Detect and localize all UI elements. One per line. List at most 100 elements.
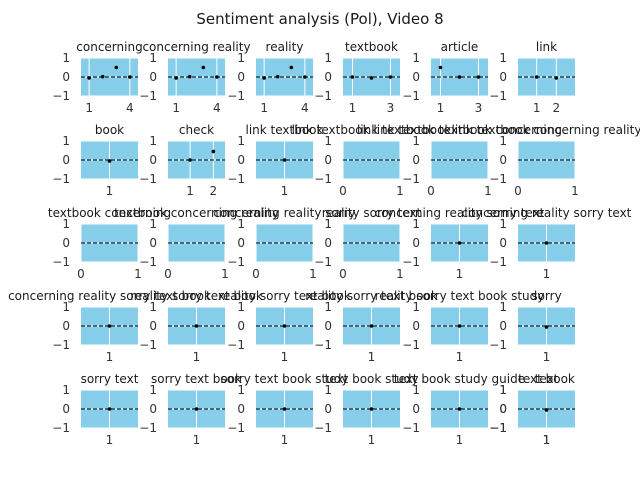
figure-title: Sentiment analysis (Pol), Video 8 bbox=[196, 10, 443, 28]
y-tick-label: 1 bbox=[499, 134, 507, 148]
y-tick-label: −1 bbox=[139, 255, 157, 269]
data-point bbox=[194, 407, 199, 411]
x-tick-label: 1 bbox=[106, 350, 114, 364]
panel-title: concerning reality sorry text bbox=[462, 206, 632, 220]
y-tick-label: 1 bbox=[412, 300, 420, 314]
panel-title: reality bbox=[266, 40, 304, 54]
y-tick-label: 0 bbox=[237, 153, 245, 167]
data-point bbox=[457, 407, 462, 411]
data-point bbox=[457, 324, 462, 328]
panel-title: link bbox=[536, 40, 557, 54]
y-tick-label: −1 bbox=[139, 172, 157, 186]
data-point bbox=[544, 408, 549, 412]
panel-title: reality sorry text book bbox=[218, 289, 351, 303]
y-tick-label: 0 bbox=[149, 70, 157, 84]
x-tick-label: 1 bbox=[543, 350, 551, 364]
x-tick-label: 1 bbox=[172, 101, 180, 115]
y-tick-label: 0 bbox=[499, 402, 507, 416]
x-tick-label: 1 bbox=[368, 433, 376, 447]
x-tick-label: 1 bbox=[349, 101, 357, 115]
y-tick-label: 1 bbox=[149, 383, 157, 397]
x-tick-label: 0 bbox=[252, 267, 260, 281]
panel-25: sorry text −1 0 1 1 bbox=[52, 372, 138, 447]
y-tick-label: 0 bbox=[149, 236, 157, 250]
y-tick-label: 0 bbox=[237, 70, 245, 84]
x-tick-label: 1 bbox=[543, 433, 551, 447]
y-tick-label: 1 bbox=[412, 217, 420, 231]
data-point bbox=[107, 324, 112, 328]
x-tick-label: 1 bbox=[193, 433, 201, 447]
y-tick-label: 0 bbox=[412, 70, 420, 84]
panel-title: reality sorry text book study bbox=[375, 289, 545, 303]
y-tick-label: −1 bbox=[489, 421, 507, 435]
panel-23: reality sorry text book study −1 0 1 1 bbox=[375, 289, 545, 364]
x-tick-label: 1 bbox=[281, 433, 289, 447]
panel-grid: concerning −1 0 1 1 4 concerning reality −1 0 1 1 4… bbox=[8, 40, 640, 447]
x-tick-label: 1 bbox=[456, 267, 464, 281]
y-tick-label: 0 bbox=[62, 402, 70, 416]
x-tick-label: 1 bbox=[456, 433, 464, 447]
data-point bbox=[211, 149, 216, 154]
panel-26: sorry text book −1 0 1 1 bbox=[139, 372, 242, 447]
y-tick-label: 1 bbox=[324, 217, 332, 231]
panel-9: link textbook −1 0 1 1 bbox=[227, 123, 323, 198]
panel-title: concerning reality bbox=[142, 40, 250, 54]
y-tick-label: 1 bbox=[499, 217, 507, 231]
panel-title: textbook bbox=[345, 40, 398, 54]
panel-21: reality sorry text book −1 0 1 1 bbox=[218, 289, 351, 364]
y-tick-label: −1 bbox=[489, 172, 507, 186]
y-tick-label: 0 bbox=[499, 319, 507, 333]
x-tick-label: 1 bbox=[281, 350, 289, 364]
y-tick-label: 0 bbox=[237, 319, 245, 333]
y-tick-label: 1 bbox=[499, 51, 507, 65]
y-tick-label: −1 bbox=[314, 338, 332, 352]
data-point bbox=[282, 407, 287, 411]
y-tick-label: 0 bbox=[412, 153, 420, 167]
y-tick-label: 1 bbox=[237, 217, 245, 231]
panel-title: text book study guide bbox=[394, 372, 525, 386]
panel-title: sorry text book study bbox=[220, 372, 348, 386]
x-tick-label: 0 bbox=[77, 267, 85, 281]
panel-title: concerning reality sorry text bbox=[375, 206, 545, 220]
x-tick-label: 4 bbox=[126, 101, 134, 115]
data-point bbox=[544, 241, 549, 245]
panel-title: reality sorry text book bbox=[305, 289, 438, 303]
data-point bbox=[554, 76, 559, 80]
x-tick-label: 1 bbox=[309, 267, 317, 281]
x-tick-label: 1 bbox=[396, 267, 404, 281]
data-point bbox=[107, 159, 112, 163]
panel-title: link textbook concerning reality bbox=[452, 123, 640, 137]
x-tick-label: 1 bbox=[134, 267, 142, 281]
y-tick-label: −1 bbox=[52, 255, 70, 269]
panel-16: reality sorry text −1 0 1 0 1 bbox=[314, 206, 421, 281]
x-tick-label: 2 bbox=[210, 184, 218, 198]
y-tick-label: −1 bbox=[52, 421, 70, 435]
panel-2: concerning reality −1 0 1 1 4 bbox=[139, 40, 250, 115]
y-tick-label: −1 bbox=[227, 89, 245, 103]
y-tick-label: 0 bbox=[324, 319, 332, 333]
data-point bbox=[369, 407, 374, 411]
panel-title: sorry text book bbox=[151, 372, 242, 386]
x-tick-label: 0 bbox=[514, 184, 522, 198]
panel-14: textbook concerning reality −1 0 1 0 1 bbox=[114, 206, 279, 281]
data-point bbox=[128, 75, 132, 79]
data-point bbox=[350, 75, 355, 79]
data-point bbox=[282, 158, 287, 162]
x-tick-label: 1 bbox=[106, 184, 114, 198]
y-tick-label: −1 bbox=[489, 255, 507, 269]
y-tick-label: 0 bbox=[324, 402, 332, 416]
data-point bbox=[87, 76, 91, 80]
y-tick-label: 0 bbox=[149, 153, 157, 167]
x-tick-label: 0 bbox=[427, 184, 435, 198]
y-tick-label: 0 bbox=[499, 236, 507, 250]
panel-10: link textbook link textbook −1 0 1 0 1 bbox=[292, 123, 452, 198]
y-tick-label: 0 bbox=[412, 236, 420, 250]
y-tick-label: 0 bbox=[412, 319, 420, 333]
y-tick-label: 0 bbox=[62, 153, 70, 167]
y-tick-label: 1 bbox=[62, 217, 70, 231]
panel-title: article bbox=[441, 40, 479, 54]
data-point bbox=[534, 75, 539, 79]
y-tick-label: 1 bbox=[149, 217, 157, 231]
x-tick-label: 1 bbox=[221, 267, 229, 281]
